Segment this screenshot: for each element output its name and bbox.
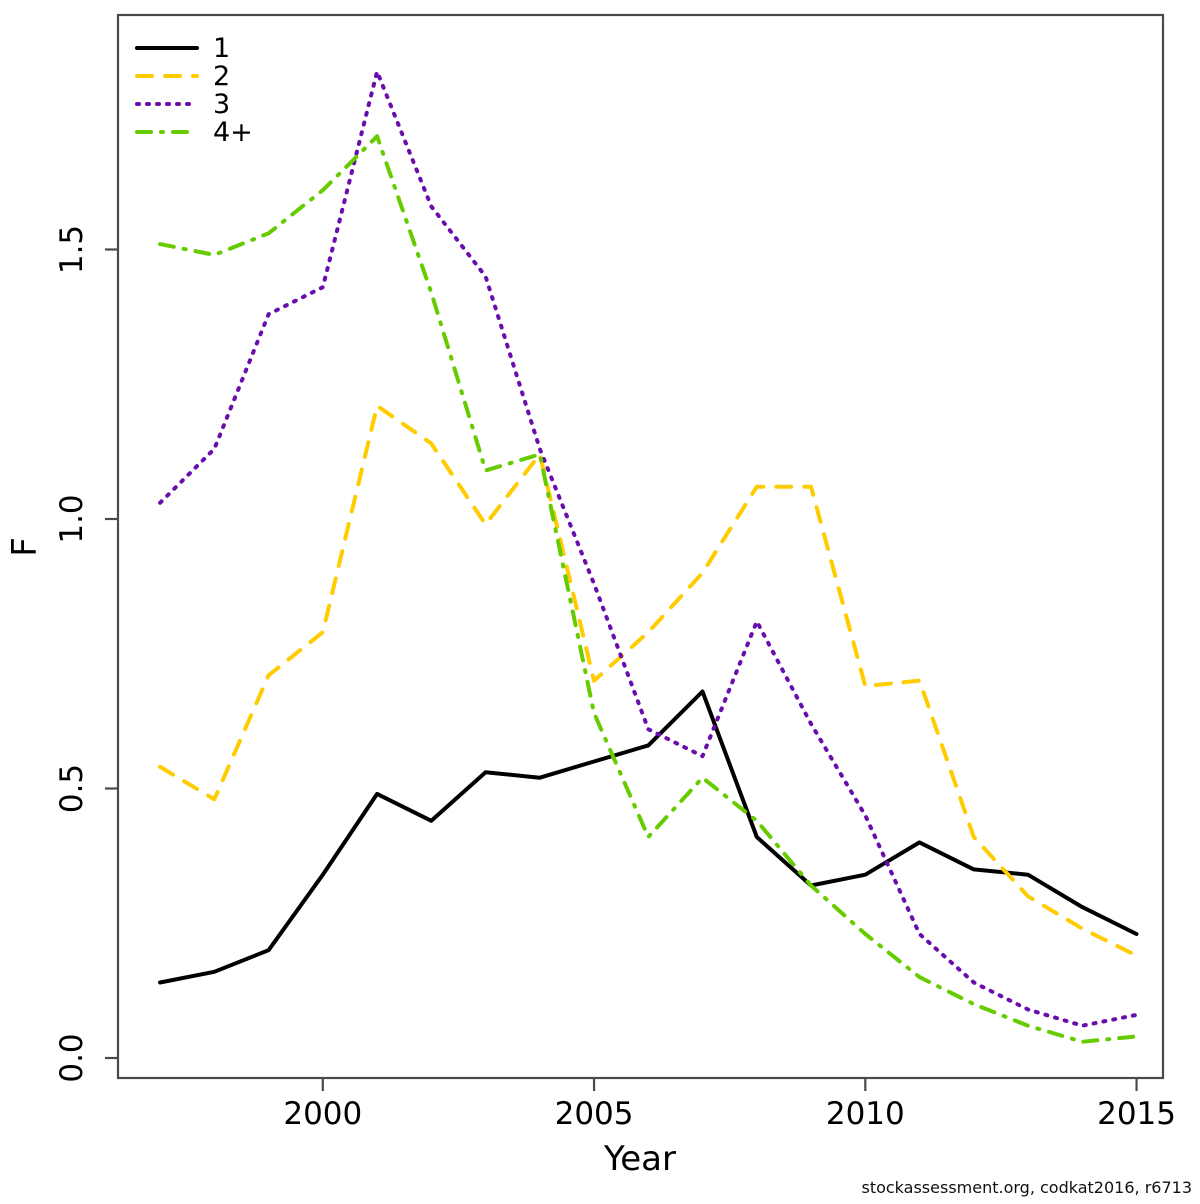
legend-label-age-2: 2 bbox=[213, 61, 230, 92]
x-tick-label: 2015 bbox=[1097, 1096, 1176, 1132]
y-tick-label: 0.5 bbox=[54, 764, 90, 813]
y-tick-label: 0.0 bbox=[54, 1033, 90, 1082]
x-tick-label: 2005 bbox=[555, 1096, 634, 1132]
x-axis-title: Year bbox=[603, 1139, 676, 1179]
series-line-age-2 bbox=[158, 403, 1139, 958]
series-line-age-4+ bbox=[158, 134, 1139, 1044]
plot-border bbox=[116, 13, 1165, 1080]
series-line-age-1 bbox=[158, 689, 1139, 985]
x-tick-label: 2000 bbox=[283, 1096, 362, 1132]
y-tick-label: 1.5 bbox=[54, 225, 90, 274]
y-tick-label: 1.0 bbox=[54, 494, 90, 543]
legend-label-age-3: 3 bbox=[213, 89, 230, 120]
series-lines bbox=[158, 69, 1139, 1044]
series-line-age-3 bbox=[158, 69, 1139, 1028]
legend-label-age-1: 1 bbox=[213, 33, 230, 64]
x-tick-label: 2010 bbox=[826, 1096, 905, 1132]
y-axis-title: F bbox=[5, 537, 45, 557]
x-axis: 2000 2005 2010 2015 bbox=[283, 1078, 1176, 1132]
legend-label-age-4+: 4+ bbox=[213, 117, 253, 148]
watermark-text: stockassessment.org, codkat2016, r6713 bbox=[861, 1178, 1192, 1197]
y-axis: 0.0 0.5 1.0 1.5 bbox=[54, 225, 118, 1083]
